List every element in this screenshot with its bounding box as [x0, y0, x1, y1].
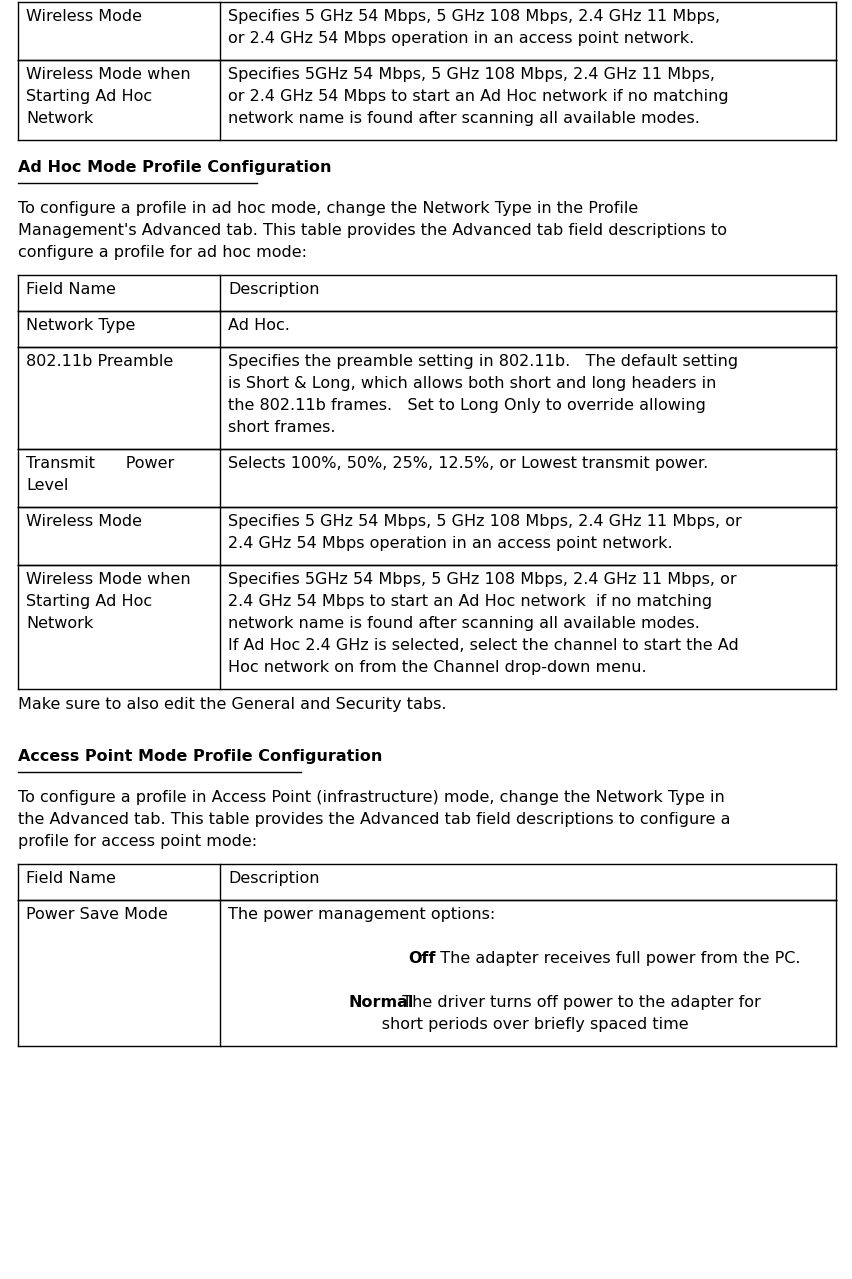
Text: Normal: Normal	[348, 995, 413, 1010]
Text: Ad Hoc.: Ad Hoc.	[228, 318, 290, 333]
Text: is Short & Long, which allows both short and long headers in: is Short & Long, which allows both short…	[228, 376, 716, 391]
Text: Starting Ad Hoc: Starting Ad Hoc	[26, 90, 152, 104]
Text: If Ad Hoc 2.4 GHz is selected, select the channel to start the Ad: If Ad Hoc 2.4 GHz is selected, select th…	[228, 638, 738, 654]
Text: Level: Level	[26, 478, 68, 492]
Text: network name is found after scanning all available modes.: network name is found after scanning all…	[228, 111, 699, 127]
Text: Field Name: Field Name	[26, 281, 116, 297]
Text: The adapter receives full power from the PC.: The adapter receives full power from the…	[429, 952, 800, 966]
Text: Off: Off	[408, 952, 435, 966]
Text: Network: Network	[26, 111, 93, 127]
Text: The power management options:: The power management options:	[228, 907, 495, 922]
Text: profile for access point mode:: profile for access point mode:	[18, 834, 256, 849]
Text: Description: Description	[228, 281, 320, 297]
Text: Field Name: Field Name	[26, 871, 116, 886]
Text: short periods over briefly spaced time: short periods over briefly spaced time	[228, 1017, 688, 1032]
Text: 2.4 GHz 54 Mbps to start an Ad Hoc network  if no matching: 2.4 GHz 54 Mbps to start an Ad Hoc netwo…	[228, 593, 711, 609]
Text: or 2.4 GHz 54 Mbps operation in an access point network.: or 2.4 GHz 54 Mbps operation in an acces…	[228, 31, 694, 46]
Text: Specifies 5GHz 54 Mbps, 5 GHz 108 Mbps, 2.4 GHz 11 Mbps, or: Specifies 5GHz 54 Mbps, 5 GHz 108 Mbps, …	[228, 572, 736, 587]
Text: or 2.4 GHz 54 Mbps to start an Ad Hoc network if no matching: or 2.4 GHz 54 Mbps to start an Ad Hoc ne…	[228, 90, 728, 104]
Text: Description: Description	[228, 871, 320, 886]
Text: the 802.11b frames.   Set to Long Only to override allowing: the 802.11b frames. Set to Long Only to …	[228, 398, 705, 413]
Text: Network Type: Network Type	[26, 318, 135, 333]
Text: Management's Advanced tab. This table provides the Advanced tab field descriptio: Management's Advanced tab. This table pr…	[18, 223, 726, 238]
Text: Network: Network	[26, 616, 93, 631]
Text: The driver turns off power to the adapter for: The driver turns off power to the adapte…	[391, 995, 760, 1010]
Text: Specifies the preamble setting in 802.11b.   The default setting: Specifies the preamble setting in 802.11…	[228, 354, 738, 370]
Text: Wireless Mode when: Wireless Mode when	[26, 572, 191, 587]
Text: Specifies 5 GHz 54 Mbps, 5 GHz 108 Mbps, 2.4 GHz 11 Mbps,: Specifies 5 GHz 54 Mbps, 5 GHz 108 Mbps,…	[228, 9, 720, 24]
Text: To configure a profile in Access Point (infrastructure) mode, change the Network: To configure a profile in Access Point (…	[18, 790, 724, 804]
Text: Transmit      Power: Transmit Power	[26, 457, 174, 471]
Text: the Advanced tab. This table provides the Advanced tab field descriptions to con: the Advanced tab. This table provides th…	[18, 812, 729, 828]
Text: To configure a profile in ad hoc mode, change the Network Type in the Profile: To configure a profile in ad hoc mode, c…	[18, 201, 637, 216]
Text: short frames.: short frames.	[228, 420, 336, 435]
Text: Specifies 5 GHz 54 Mbps, 5 GHz 108 Mbps, 2.4 GHz 11 Mbps, or: Specifies 5 GHz 54 Mbps, 5 GHz 108 Mbps,…	[228, 514, 741, 530]
Text: configure a profile for ad hoc mode:: configure a profile for ad hoc mode:	[18, 246, 307, 260]
Text: Hoc network on from the Channel drop-down menu.: Hoc network on from the Channel drop-dow…	[228, 660, 646, 675]
Text: Wireless Mode: Wireless Mode	[26, 514, 142, 530]
Text: network name is found after scanning all available modes.: network name is found after scanning all…	[228, 616, 699, 631]
Text: Make sure to also edit the General and Security tabs.: Make sure to also edit the General and S…	[18, 697, 446, 712]
Text: Access Point Mode Profile Configuration: Access Point Mode Profile Configuration	[18, 749, 382, 764]
Text: Selects 100%, 50%, 25%, 12.5%, or Lowest transmit power.: Selects 100%, 50%, 25%, 12.5%, or Lowest…	[228, 457, 708, 471]
Text: Wireless Mode: Wireless Mode	[26, 9, 142, 24]
Text: Wireless Mode when: Wireless Mode when	[26, 67, 191, 82]
Text: 2.4 GHz 54 Mbps operation in an access point network.: 2.4 GHz 54 Mbps operation in an access p…	[228, 536, 672, 551]
Text: Ad Hoc Mode Profile Configuration: Ad Hoc Mode Profile Configuration	[18, 160, 331, 175]
Text: Specifies 5GHz 54 Mbps, 5 GHz 108 Mbps, 2.4 GHz 11 Mbps,: Specifies 5GHz 54 Mbps, 5 GHz 108 Mbps, …	[228, 67, 715, 82]
Text: 802.11b Preamble: 802.11b Preamble	[26, 354, 173, 370]
Text: Starting Ad Hoc: Starting Ad Hoc	[26, 593, 152, 609]
Text: Power Save Mode: Power Save Mode	[26, 907, 168, 922]
